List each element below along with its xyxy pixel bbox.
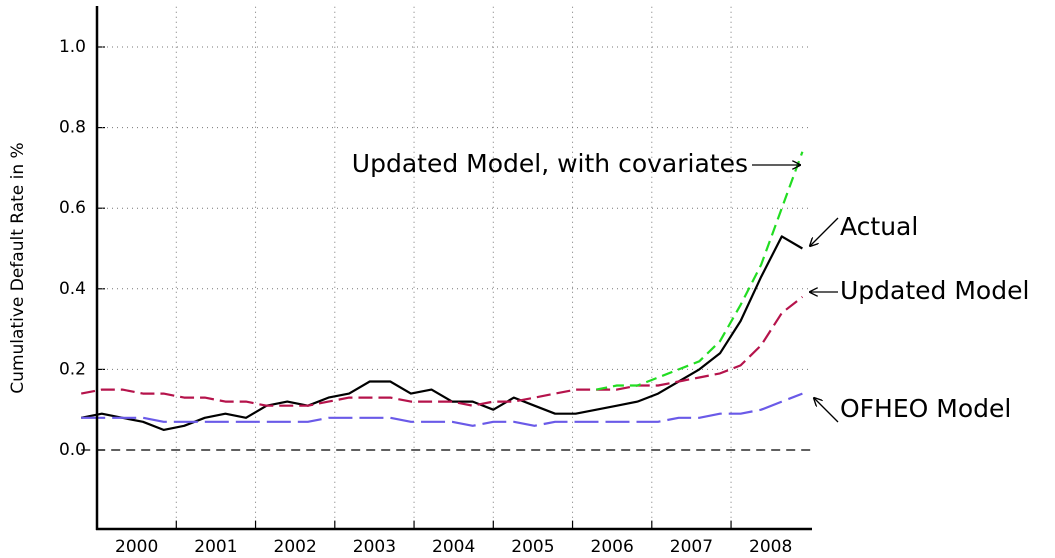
x-tick-label: 2003	[353, 537, 396, 557]
annotation: Updated Model, with covariates	[352, 149, 748, 178]
x-tick-label: 2004	[432, 537, 475, 557]
y-tick-label: 0.8	[59, 118, 86, 138]
series-line	[596, 151, 804, 391]
x-tick-label: 2008	[749, 537, 792, 557]
annotation-arrow	[814, 398, 839, 423]
y-tick-label: 0.2	[59, 359, 86, 379]
annotation: Actual	[840, 212, 918, 241]
x-tick-label: 2000	[115, 537, 158, 557]
x-tick-label: 2005	[511, 537, 554, 557]
y-axis-label: Cumulative Default Rate in %	[8, 142, 28, 393]
annotation-arrow	[810, 217, 839, 246]
y-tick-label: 1.0	[59, 37, 86, 57]
annotation: Updated Model	[840, 276, 1029, 305]
series-line	[80, 296, 804, 407]
x-tick-label: 2001	[194, 537, 237, 557]
x-tick-label: 2006	[591, 537, 634, 557]
x-tick-label: 2002	[274, 537, 317, 557]
x-tick-label: 2007	[670, 537, 713, 557]
annotation: OFHEO Model	[840, 394, 1011, 423]
y-tick-label: 0.0	[59, 440, 86, 460]
series-line	[81, 392, 803, 427]
y-tick-label: 0.4	[59, 279, 86, 299]
plot-area	[80, 6, 811, 529]
y-tick-label: 0.6	[59, 198, 86, 218]
series-line	[80, 235, 803, 431]
